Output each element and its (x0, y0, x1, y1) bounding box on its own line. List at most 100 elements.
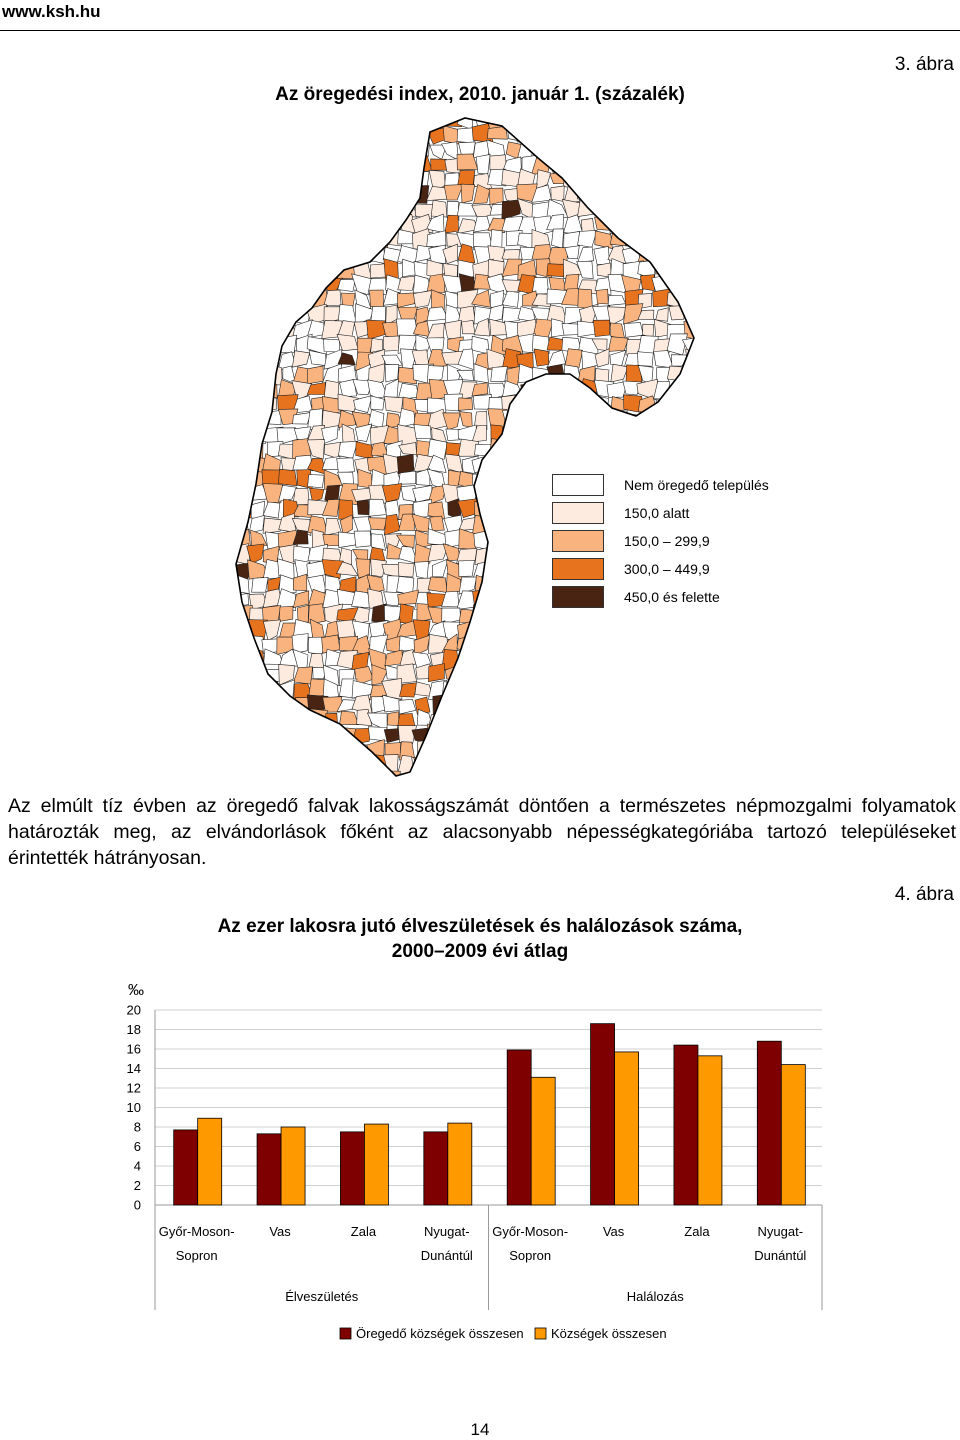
map-cell (686, 768, 694, 776)
map-cell (248, 515, 265, 534)
map-cell (561, 694, 581, 713)
map-cell (534, 118, 552, 129)
legend-label: Községek összesen (551, 1326, 667, 1341)
map-cell (293, 708, 313, 729)
map-cell (262, 770, 284, 776)
map-cell (486, 603, 508, 623)
map-cell (413, 499, 433, 518)
map-cell (323, 168, 341, 186)
map-cell (321, 141, 342, 157)
map-cell (666, 395, 689, 414)
map-cell (352, 758, 371, 773)
map-cell (337, 393, 359, 412)
map-cell (591, 678, 613, 698)
map-cell (683, 118, 694, 130)
map-cell (236, 350, 252, 370)
map-cell (621, 738, 641, 756)
map-cell (652, 213, 671, 236)
map-cell (384, 364, 400, 383)
legend-swatch (339, 1327, 352, 1340)
map-cell (516, 739, 539, 760)
map-cell (606, 380, 629, 398)
map-cell (491, 725, 509, 743)
map-cell (516, 694, 539, 714)
map-cell (236, 753, 254, 776)
map-cell (622, 215, 643, 234)
map-cell (236, 759, 239, 775)
map-cell (295, 200, 308, 217)
map-cell (220, 443, 235, 460)
map-cell (596, 200, 612, 219)
map-cell (336, 754, 358, 772)
bar-aging-villages (590, 1023, 615, 1206)
map-cell (473, 318, 491, 337)
map-cell (276, 588, 296, 611)
map-cell (592, 184, 612, 203)
map-cell (236, 543, 239, 566)
map-cell (236, 215, 254, 235)
map-cell (354, 289, 372, 310)
map-cell (236, 457, 254, 472)
map-cell (236, 530, 237, 545)
map-cell (236, 695, 252, 714)
map-cell (426, 186, 448, 202)
map-cell (566, 157, 581, 175)
map-cell (250, 408, 267, 427)
map-cell (414, 770, 431, 776)
map-cell (413, 543, 432, 564)
map-cell (535, 128, 552, 146)
map-cell (501, 768, 523, 776)
map-cell (546, 620, 566, 638)
map-cell (277, 199, 299, 220)
map-cell (578, 168, 597, 187)
map-cell (532, 408, 553, 428)
map-cell (322, 154, 343, 176)
map-cell (672, 618, 689, 640)
map-cell (651, 440, 672, 458)
map-cell (353, 158, 369, 176)
map-cell (356, 142, 374, 156)
map-cell (339, 710, 359, 726)
map-cell (532, 455, 552, 474)
map-cell (428, 663, 445, 682)
map-cell (442, 243, 459, 265)
map-cell (532, 576, 553, 592)
bar-all-villages (364, 1123, 389, 1206)
map-cell (236, 304, 238, 326)
map-cell (427, 484, 448, 506)
page-number: 14 (470, 1420, 490, 1439)
map-cell (278, 605, 294, 622)
map-cell (308, 772, 326, 776)
map-cell (607, 157, 625, 175)
map-cell (310, 168, 329, 188)
map-cell (533, 348, 550, 367)
map-cell (446, 710, 459, 726)
map-cell (263, 724, 279, 746)
map-cell (654, 739, 673, 760)
site-url[interactable]: www.ksh.hu (2, 2, 101, 21)
map-cell (353, 183, 374, 202)
map-cell (337, 214, 355, 234)
map-cell (324, 738, 342, 760)
map-cell (307, 474, 325, 489)
map-cell (442, 757, 464, 772)
map-cell (576, 679, 599, 698)
map-cell (427, 454, 447, 473)
map-cell (564, 663, 584, 686)
map-cell (309, 118, 327, 129)
map-cell (472, 652, 491, 668)
map-cell (623, 322, 644, 338)
map-cell (247, 186, 267, 204)
map-cell (502, 665, 524, 684)
map-cell (639, 138, 657, 159)
map-cell (396, 155, 419, 171)
map-cell (607, 651, 625, 667)
map-cell (277, 529, 298, 548)
map-cell (591, 648, 612, 665)
map-cell (516, 485, 539, 503)
map-cell (532, 513, 554, 536)
map-cell (427, 576, 448, 593)
map-cell (518, 547, 538, 563)
map-cell (221, 125, 234, 146)
map-cell (534, 486, 553, 505)
